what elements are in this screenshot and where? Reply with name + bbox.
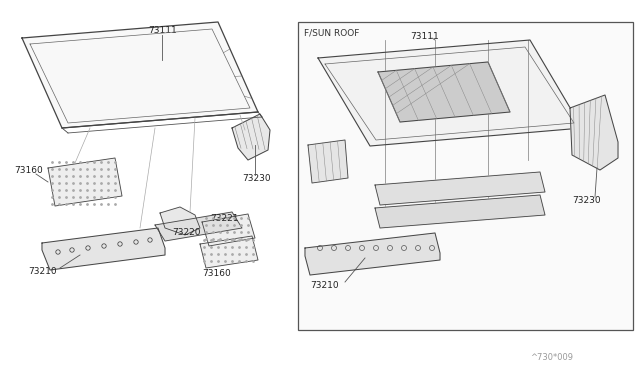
Polygon shape [48,158,122,206]
Text: F/SUN ROOF: F/SUN ROOF [304,29,360,38]
Polygon shape [378,62,510,122]
Polygon shape [375,195,545,228]
Text: 73230: 73230 [572,196,600,205]
Text: 73111: 73111 [148,26,177,35]
Text: 73210: 73210 [310,280,339,289]
Polygon shape [305,233,440,275]
Text: 73221: 73221 [210,214,239,222]
Text: 73111: 73111 [410,32,439,41]
Polygon shape [232,114,270,160]
Polygon shape [308,140,348,183]
Polygon shape [202,214,255,246]
Polygon shape [160,207,200,235]
Text: 73230: 73230 [242,173,271,183]
Bar [298,22,633,330]
Polygon shape [200,236,258,268]
Text: 73210: 73210 [28,267,56,276]
Text: 73220: 73220 [172,228,200,237]
Polygon shape [375,172,545,205]
Text: 73160: 73160 [14,166,43,174]
Polygon shape [42,228,165,270]
Polygon shape [22,22,258,128]
Text: ^730*009: ^730*009 [530,353,573,362]
Polygon shape [155,212,242,241]
Polygon shape [570,95,618,170]
Text: 73160: 73160 [202,269,231,279]
Polygon shape [318,40,582,146]
